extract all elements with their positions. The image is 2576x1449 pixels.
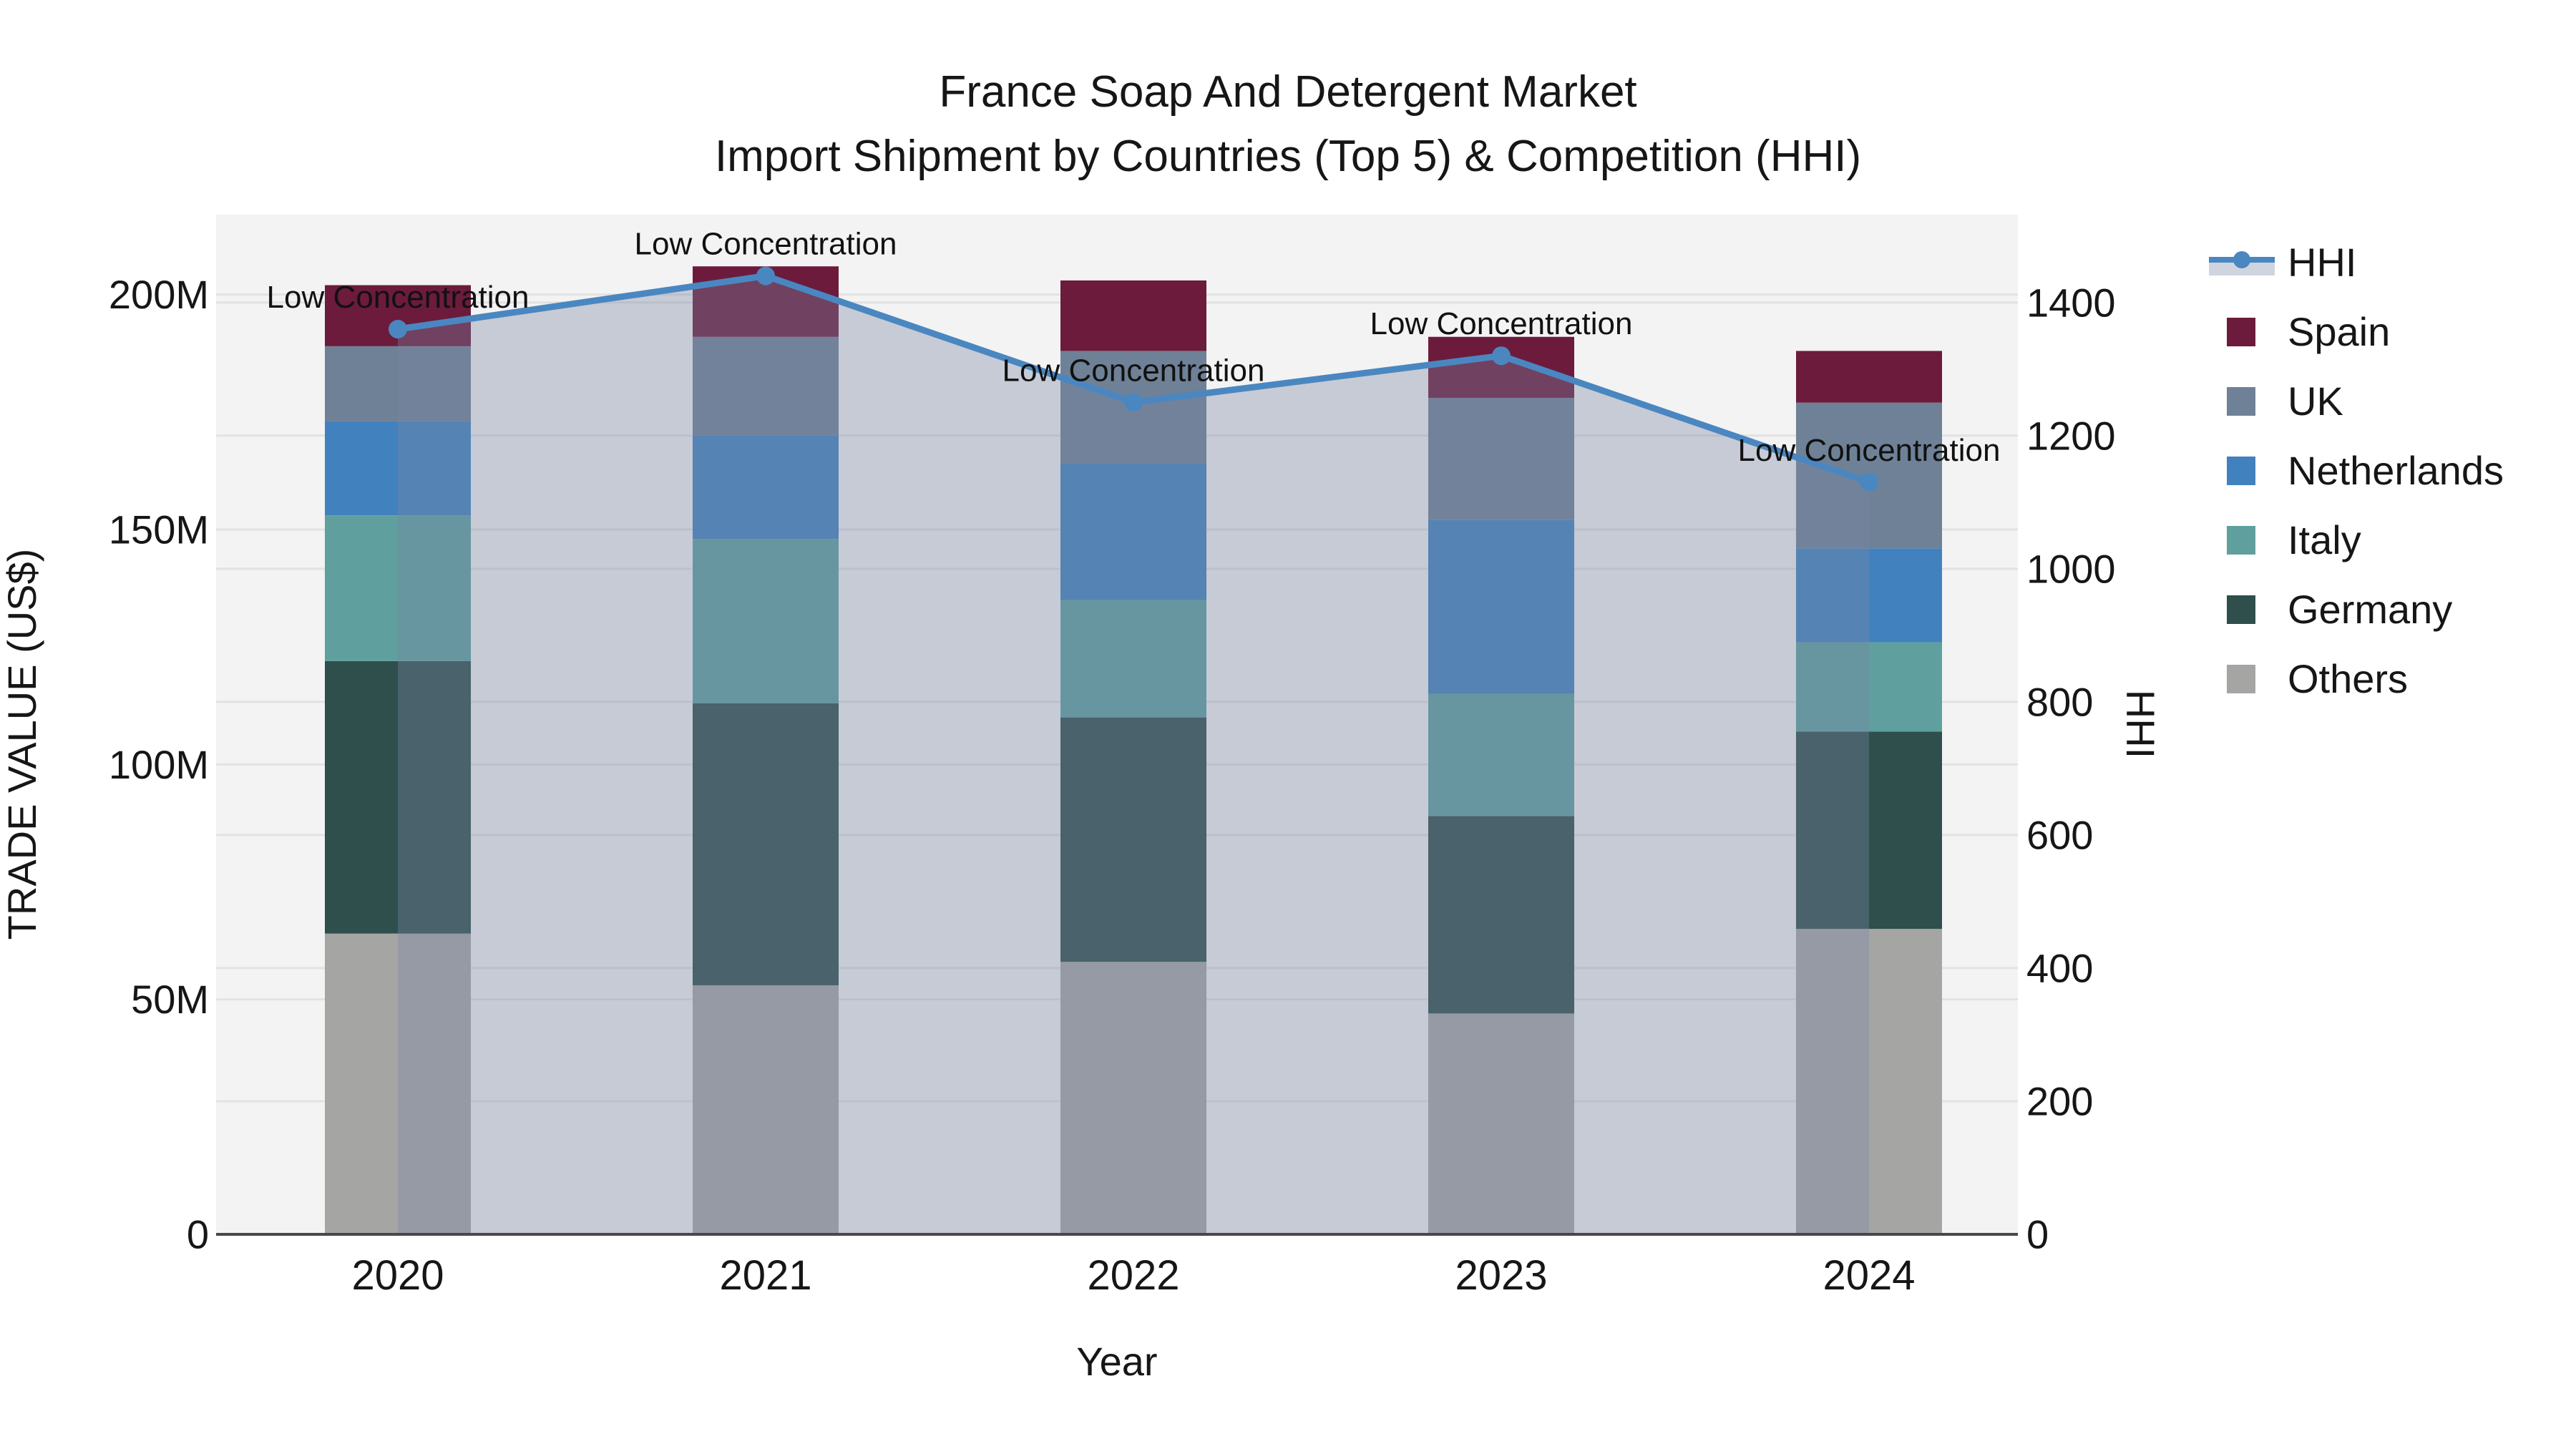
others-color-swatch — [2227, 664, 2255, 693]
y-left-tick-50M: 50M — [131, 977, 209, 1022]
chart-title-line2: Import Shipment by Countries (Top 5) & C… — [714, 132, 1862, 181]
netherlands-swatch-icon — [2209, 449, 2288, 492]
y-right-tick-600: 600 — [2026, 812, 2093, 857]
hhi-line-sample — [2209, 247, 2275, 278]
germany-color-swatch — [2227, 595, 2255, 624]
y-right-tick-800: 800 — [2026, 679, 2093, 724]
bar-segment-netherlands-2023[interactable] — [1428, 519, 1574, 694]
germany-swatch-icon — [2209, 588, 2288, 631]
spain-swatch-icon — [2209, 311, 2288, 353]
bar-segment-netherlands-2022[interactable] — [1060, 464, 1206, 600]
hhi-marker-2021[interactable] — [756, 266, 775, 286]
x-tick-2024: 2024 — [1823, 1252, 1915, 1299]
x-axis-title: Year — [1076, 1339, 1157, 1384]
hhi-area-fill — [398, 275, 1869, 1234]
hhi-marker-2020[interactable] — [389, 319, 407, 338]
bar-segment-netherlands-2020[interactable] — [325, 421, 471, 516]
x-tick-2023: 2023 — [1455, 1252, 1547, 1299]
others-swatch-icon — [2209, 658, 2288, 701]
bar-segment-italy-2020[interactable] — [325, 515, 471, 661]
bar-segment-netherlands-2021[interactable] — [693, 435, 839, 540]
bar-segment-italy-2024[interactable] — [1796, 642, 1942, 732]
legend-label-spain: Spain — [2288, 309, 2391, 354]
legend-item-others[interactable]: Others — [2209, 644, 2504, 713]
bar-segment-italy-2022[interactable] — [1060, 600, 1206, 718]
bar-segment-uk-2021[interactable] — [693, 336, 839, 436]
bar-segment-italy-2023[interactable] — [1428, 693, 1574, 816]
bar-segment-netherlands-2024[interactable] — [1796, 548, 1942, 643]
legend-label-netherlands: Netherlands — [2288, 448, 2504, 493]
legend-label-germany: Germany — [2288, 587, 2453, 632]
bar-segment-others-2021[interactable] — [693, 985, 839, 1234]
legend-item-hhi[interactable]: HHI — [2209, 228, 2504, 297]
y-right-tick-0: 0 — [2026, 1212, 2049, 1257]
y-right-tick-200: 200 — [2026, 1078, 2093, 1123]
y-left-tick-200M: 200M — [109, 272, 209, 317]
y-right-tick-1400: 1400 — [2026, 280, 2116, 325]
y-left-tick-100M: 100M — [109, 742, 209, 787]
legend-label-italy: Italy — [2288, 517, 2361, 562]
legend-label-hhi: HHI — [2288, 240, 2357, 285]
legend: HHI Spain UK Netherlands Italy Germany Others — [2209, 228, 2504, 713]
bar-segment-uk-2020[interactable] — [325, 346, 471, 421]
x-tick-2022: 2022 — [1087, 1252, 1179, 1299]
legend-item-netherlands[interactable]: Netherlands — [2209, 436, 2504, 505]
bar-segment-germany-2023[interactable] — [1428, 816, 1574, 1014]
italy-swatch-icon — [2209, 519, 2288, 562]
legend-item-spain[interactable]: Spain — [2209, 297, 2504, 366]
hhi-marker-2024[interactable] — [1860, 472, 1878, 492]
bar-segment-others-2020[interactable] — [325, 933, 471, 1234]
legend-item-uk[interactable]: UK — [2209, 366, 2504, 436]
chart-title-line1: France Soap And Detergent Market — [939, 67, 1637, 117]
y-left-tick-150M: 150M — [109, 507, 209, 552]
annotation-2020: Low Concentration — [267, 280, 530, 315]
y-left-axis-title: TRADE VALUE (US$) — [0, 549, 44, 940]
y-right-axis-title: HHI — [2118, 690, 2163, 758]
legend-item-germany[interactable]: Germany — [2209, 575, 2504, 644]
y-left-tick-0: 0 — [187, 1212, 209, 1257]
x-tick-2021: 2021 — [719, 1252, 811, 1299]
annotation-2022: Low Concentration — [1002, 353, 1265, 388]
hhi-line-legend-icon — [2209, 241, 2288, 284]
netherlands-color-swatch — [2227, 456, 2255, 485]
bar-segment-spain-2022[interactable] — [1060, 280, 1206, 351]
legend-label-uk: UK — [2288, 379, 2343, 424]
annotation-2024: Low Concentration — [1738, 433, 2001, 468]
y-right-tick-400: 400 — [2026, 945, 2093, 990]
legend-item-italy[interactable]: Italy — [2209, 505, 2504, 575]
uk-color-swatch — [2227, 386, 2255, 416]
bar-segment-spain-2024[interactable] — [1796, 351, 1942, 403]
uk-swatch-icon — [2209, 380, 2288, 423]
spain-color-swatch — [2227, 317, 2255, 346]
bar-segment-others-2022[interactable] — [1060, 962, 1206, 1234]
bar-segment-germany-2022[interactable] — [1060, 717, 1206, 962]
bar-segment-germany-2024[interactable] — [1796, 731, 1942, 930]
chart-title: France Soap And Detergent Market Import … — [0, 60, 2576, 189]
annotation-2023: Low Concentration — [1370, 306, 1633, 341]
bar-segment-italy-2021[interactable] — [693, 539, 839, 703]
bar-segment-germany-2021[interactable] — [693, 703, 839, 985]
x-tick-2020: 2020 — [351, 1252, 444, 1299]
hhi-marker-icon — [2233, 250, 2250, 268]
annotation-2021: Low Concentration — [635, 227, 897, 262]
hhi-marker-2022[interactable] — [1124, 393, 1143, 412]
hhi-marker-2023[interactable] — [1492, 346, 1511, 366]
bar-segment-others-2023[interactable] — [1428, 1013, 1574, 1234]
italy-color-swatch — [2227, 525, 2255, 555]
bar-segment-uk-2023[interactable] — [1428, 398, 1574, 520]
y-right-tick-1200: 1200 — [2026, 413, 2116, 458]
legend-label-others: Others — [2288, 656, 2409, 701]
bar-segment-others-2024[interactable] — [1796, 929, 1942, 1234]
y-right-tick-1000: 1000 — [2026, 546, 2116, 591]
bar-segment-germany-2020[interactable] — [325, 660, 471, 934]
